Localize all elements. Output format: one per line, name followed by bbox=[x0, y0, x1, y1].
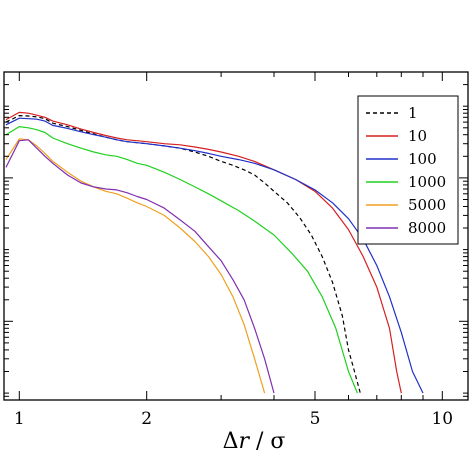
legend: 1 10 100 1000 5000 8000 bbox=[357, 95, 459, 245]
legend-label-1: 1 bbox=[408, 104, 418, 122]
series-line-10 bbox=[5, 111, 402, 394]
x-axis-title-slash: / bbox=[249, 429, 270, 454]
series-line-8000 bbox=[5, 139, 275, 394]
x-axis-title-delta: Δ bbox=[223, 429, 239, 454]
series-line-1 bbox=[5, 115, 361, 394]
x-axis-title: Δr / σ bbox=[223, 429, 286, 454]
legend-label-1000: 1000 bbox=[408, 173, 446, 191]
series-line-1000 bbox=[5, 126, 358, 394]
x-tick-label: 5 bbox=[310, 409, 321, 429]
x-axis-title-r: r bbox=[238, 429, 250, 454]
series-line-5000 bbox=[5, 138, 266, 394]
legend-box bbox=[357, 95, 459, 245]
x-tick-label: 1 bbox=[14, 409, 25, 429]
legend-label-8000: 8000 bbox=[408, 219, 446, 237]
plot-frame bbox=[3, 71, 469, 401]
x-tick-label: 2 bbox=[141, 409, 152, 429]
legend-label-10: 10 bbox=[408, 127, 427, 145]
y-ticks bbox=[4, 84, 468, 401]
legend-label-5000: 5000 bbox=[408, 196, 446, 214]
x-axis-title-sigma: σ bbox=[270, 429, 285, 454]
legend-label-100: 100 bbox=[408, 150, 437, 168]
x-tick-label: 10 bbox=[431, 409, 453, 429]
x-ticks: 1 2 5 10 bbox=[14, 72, 453, 429]
series-layer bbox=[5, 111, 424, 394]
